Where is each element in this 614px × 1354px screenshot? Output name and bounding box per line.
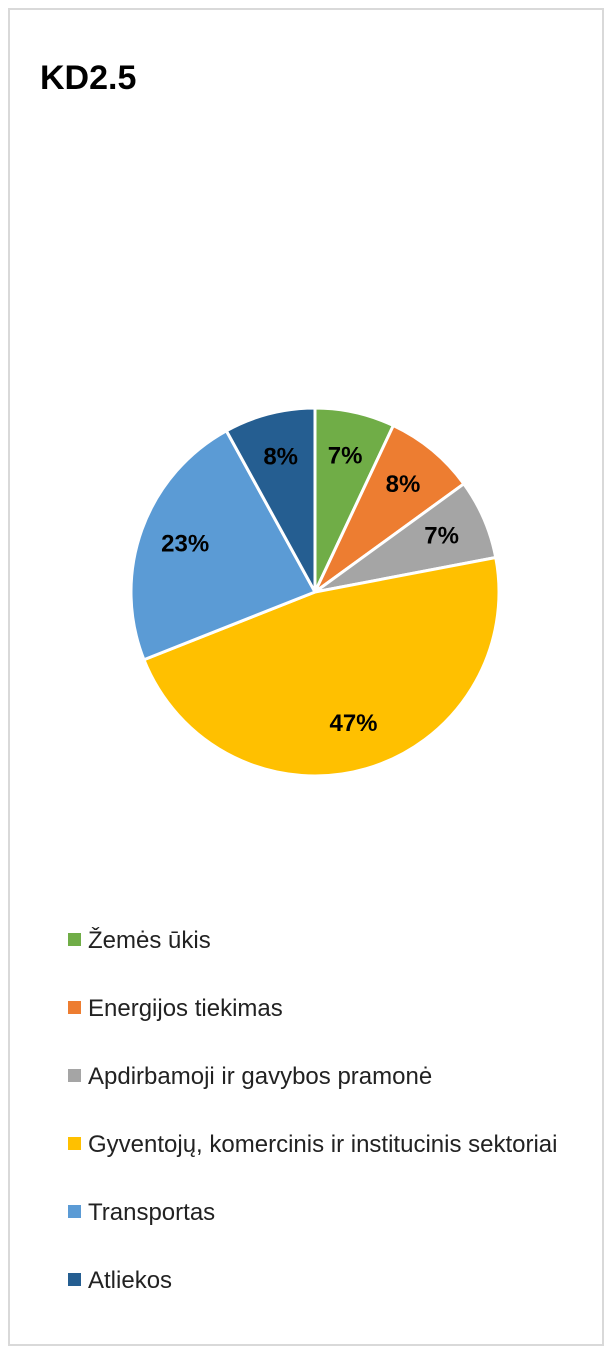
- legend-label: Transportas: [88, 1199, 216, 1226]
- legend-label: Energijos tiekimas: [88, 995, 283, 1022]
- chart-frame: [8, 8, 604, 1346]
- pie-slice: [129, 428, 318, 662]
- data-label: 8%: [263, 444, 298, 471]
- data-label: 23%: [161, 531, 209, 558]
- pie-slice: [313, 423, 466, 594]
- pie-slice: [141, 555, 501, 778]
- data-label: 7%: [424, 523, 459, 550]
- data-label: 47%: [329, 710, 377, 737]
- legend-label: Apdirbamoji ir gavybos pramonė: [88, 1063, 433, 1090]
- legend-swatch: [68, 933, 81, 946]
- legend-swatch: [68, 1273, 81, 1286]
- legend-label: Žemės ūkis: [88, 927, 211, 954]
- legend-swatch: [68, 1069, 81, 1082]
- chart-title: KD2.5: [40, 59, 136, 97]
- legend-swatch: [68, 1205, 81, 1218]
- legend-label: Atliekos: [88, 1267, 173, 1294]
- legend-label: Gyventojų, komercinis ir institucinis se…: [88, 1131, 558, 1158]
- data-label: 8%: [386, 471, 421, 498]
- data-label: 7%: [328, 443, 363, 470]
- legend-swatch: [68, 1137, 81, 1150]
- pie-slice: [224, 406, 317, 593]
- legend-swatch: [68, 1001, 81, 1014]
